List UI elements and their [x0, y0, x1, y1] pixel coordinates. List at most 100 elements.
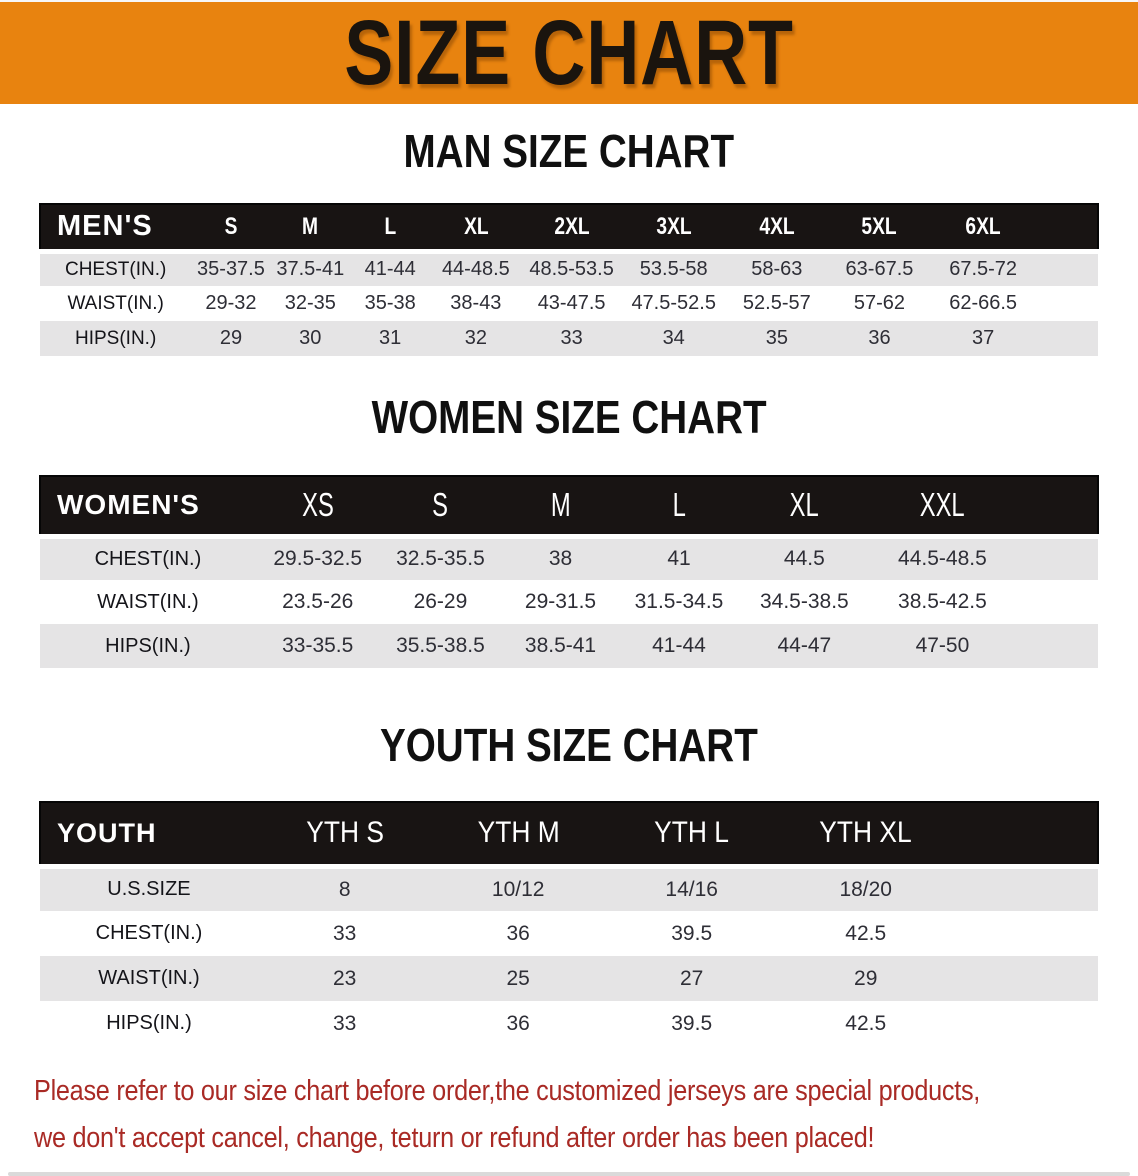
- size-value-cell: 47.5-52.5: [631, 292, 716, 314]
- row-filler: [953, 956, 1098, 1001]
- row-filler: [953, 1001, 1098, 1046]
- size-value-cell: 41-44: [364, 258, 416, 281]
- size-column-header-text: YTH M: [477, 816, 560, 850]
- row-filler: [1014, 536, 1098, 580]
- size-value-cell: 39.5: [671, 1011, 713, 1035]
- footnote-line-2-text: we don't accept cancel, change, teturn o…: [34, 1122, 875, 1154]
- banner-title: SIZE CHART: [344, 1, 794, 104]
- size-value-cell: 38.5-42.5: [898, 590, 987, 613]
- men-size-table: MEN'S S M L XL 2XL 3XL 4XL 5XL 6XL CHEST(IN.) 35-37…: [39, 203, 1099, 356]
- size-column-header-text: M: [550, 486, 571, 524]
- size-value-cell: 27: [680, 966, 704, 990]
- size-value-cell: 35-38: [364, 292, 416, 314]
- size-column-header: 6XL: [931, 204, 1036, 251]
- size-value-cell: 30: [299, 327, 322, 349]
- row-label: CHEST(IN.): [94, 547, 202, 570]
- size-value-cell: 18/20: [839, 877, 892, 901]
- size-value-cell: 39.5: [671, 921, 713, 945]
- size-value-cell: 37: [972, 327, 995, 349]
- size-column-header-text: XXL: [919, 486, 965, 524]
- row-filler: [1014, 580, 1098, 624]
- size-column-header: L: [620, 476, 738, 536]
- size-column-header: XS: [256, 476, 380, 536]
- size-column-header-text: 5XL: [861, 212, 898, 240]
- size-column-header: XXL: [870, 476, 1014, 536]
- size-value-cell: 29: [854, 966, 878, 990]
- size-value-cell: 44-48.5: [441, 258, 510, 281]
- section-youth: YOUTH SIZE CHART YOUTH YTH S YTH M YTH L YTH…: [0, 720, 1138, 1046]
- size-value-cell: 43-47.5: [537, 292, 606, 314]
- size-value-cell: 23: [333, 966, 357, 990]
- row-label: WAIST(IN.): [67, 292, 164, 314]
- size-column-header: 5XL: [828, 204, 931, 251]
- size-value-cell: 41-44: [652, 634, 706, 657]
- row-label: HIPS(IN.): [105, 634, 191, 657]
- size-value-cell: 44-47: [777, 634, 832, 657]
- size-value-cell: 57-62: [853, 292, 906, 314]
- row-filler: [1036, 251, 1098, 286]
- size-value-cell: 42.5: [845, 1011, 887, 1035]
- size-column-header: 4XL: [726, 204, 829, 251]
- table-corner-label: MEN'S: [57, 210, 153, 243]
- table-corner-label: YOUTH: [57, 817, 157, 848]
- size-column-header: YTH M: [431, 802, 605, 866]
- men-section-heading: MAN SIZE CHART: [0, 126, 1138, 185]
- size-column-header-text: 3XL: [656, 212, 692, 240]
- size-value-cell: 36: [506, 1011, 530, 1035]
- bottom-divider: [8, 1172, 1130, 1176]
- size-value-cell: 29.5-32.5: [273, 547, 363, 571]
- size-column-header: YTH L: [605, 802, 779, 866]
- measure-row: HIPS(IN.) 33 36 39.5 42.5: [40, 1001, 1098, 1046]
- size-value-cell: 47-50: [915, 634, 970, 657]
- row-label: CHEST(IN.): [64, 258, 167, 280]
- size-column-header: YTH XL: [778, 802, 953, 866]
- size-value-cell: 35.5-38.5: [396, 634, 485, 657]
- footnote-line: Please refer to our size chart before or…: [34, 1070, 1138, 1117]
- size-column-header: M: [501, 476, 619, 536]
- row-filler: [953, 866, 1098, 911]
- youth-size-table: YOUTH YTH S YTH M YTH L YTH XL U.S.SIZE 8 10/12…: [39, 801, 1099, 1046]
- size-value-cell: 52.5-57: [742, 292, 811, 314]
- size-value-cell: 41: [667, 547, 691, 571]
- size-value-cell: 25: [506, 966, 530, 990]
- size-column-header: 2XL: [521, 204, 622, 251]
- size-column-header: M: [271, 204, 350, 251]
- header-filler: [1014, 476, 1098, 536]
- measure-row: WAIST(IN.) 23 25 27 29: [40, 956, 1098, 1001]
- size-column-header-text: YTH XL: [819, 816, 912, 850]
- size-value-cell: 29-31.5: [524, 590, 597, 613]
- banner: SIZE CHART: [0, 0, 1138, 104]
- size-value-cell: 37.5-41: [276, 258, 345, 281]
- size-value-cell: 44.5: [783, 547, 825, 571]
- size-column-header: XL: [738, 476, 870, 536]
- size-value-cell: 38-43: [450, 292, 502, 314]
- size-value-cell: 33: [333, 921, 357, 945]
- row-label: WAIST(IN.): [98, 967, 200, 989]
- size-column-header-text: 6XL: [965, 212, 1001, 240]
- size-column-header-text: 2XL: [553, 212, 590, 240]
- row-filler: [1014, 624, 1098, 668]
- row-filler: [1036, 286, 1098, 321]
- row-filler: [953, 911, 1098, 956]
- measure-row: WAIST(IN.) 23.5-26 26-29 29-31.5 31.5-34.5 34…: [40, 580, 1098, 624]
- size-column-header-text: S: [432, 486, 449, 524]
- table-header-row: WOMEN'S XS S M L XL XXL: [40, 476, 1098, 536]
- footnote-line: we don't accept cancel, change, teturn o…: [34, 1117, 1138, 1164]
- size-value-cell: 33: [560, 327, 583, 349]
- row-label: U.S.SIZE: [107, 878, 191, 901]
- size-value-cell: 23.5-26: [282, 590, 354, 613]
- measure-row: HIPS(IN.) 29 30 31 32 33 34 35 36 37: [40, 321, 1098, 356]
- size-value-cell: 35-37.5: [197, 258, 265, 281]
- measure-row: U.S.SIZE 8 10/12 14/16 18/20: [40, 866, 1098, 911]
- row-label: WAIST(IN.): [97, 590, 199, 613]
- table-header-row: YOUTH YTH S YTH M YTH L YTH XL: [40, 802, 1098, 866]
- size-value-cell: 38: [548, 547, 573, 571]
- size-value-cell: 32.5-35.5: [396, 547, 485, 571]
- size-value-cell: 36: [506, 921, 530, 945]
- size-column-header: S: [191, 204, 270, 251]
- women-section-heading: WOMEN SIZE CHART: [0, 392, 1138, 451]
- section-men: MAN SIZE CHART MEN'S S M L XL 2XL 3XL 4XL 5XL 6XL…: [0, 126, 1138, 356]
- women-size-table: WOMEN'S XS S M L XL XXL CHEST(IN.) 29.5-32.5 32.5…: [39, 475, 1099, 668]
- size-column-header: XL: [430, 204, 521, 251]
